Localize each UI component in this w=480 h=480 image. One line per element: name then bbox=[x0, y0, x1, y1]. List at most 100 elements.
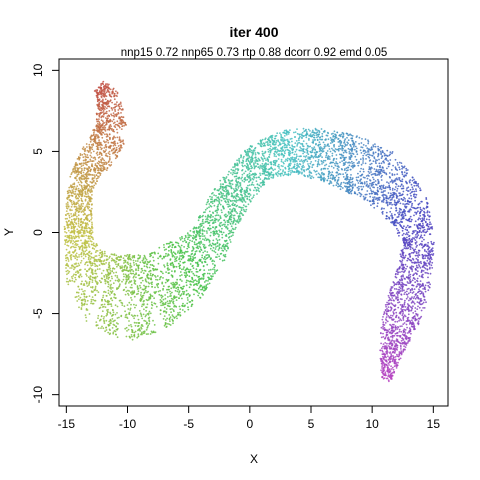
data-point bbox=[201, 220, 204, 223]
data-point bbox=[381, 211, 384, 214]
data-point bbox=[416, 266, 419, 269]
data-point bbox=[249, 200, 252, 203]
data-point bbox=[92, 143, 95, 145]
data-point bbox=[94, 279, 97, 281]
data-point bbox=[82, 164, 85, 167]
data-point bbox=[300, 142, 302, 145]
data-point bbox=[76, 215, 78, 218]
data-point bbox=[72, 242, 74, 245]
data-point bbox=[352, 161, 355, 164]
data-point bbox=[385, 217, 387, 220]
data-point bbox=[362, 144, 365, 146]
data-point bbox=[347, 178, 349, 181]
data-point bbox=[149, 312, 152, 315]
data-point bbox=[307, 157, 310, 160]
data-point bbox=[413, 324, 415, 327]
data-point bbox=[76, 173, 79, 176]
data-point bbox=[352, 153, 355, 156]
data-point bbox=[391, 286, 394, 288]
data-point bbox=[198, 292, 201, 295]
data-point bbox=[405, 338, 408, 341]
data-point bbox=[208, 203, 211, 205]
data-point bbox=[381, 213, 384, 215]
data-point bbox=[102, 164, 104, 166]
data-point bbox=[77, 214, 80, 217]
data-point bbox=[411, 261, 413, 264]
data-point bbox=[86, 264, 89, 267]
data-point bbox=[407, 257, 409, 260]
data-point bbox=[121, 125, 124, 127]
data-point bbox=[370, 162, 373, 165]
data-point bbox=[283, 139, 286, 142]
data-point bbox=[285, 133, 288, 136]
data-point bbox=[106, 138, 108, 141]
data-point bbox=[221, 245, 224, 248]
data-point bbox=[231, 208, 234, 211]
data-point bbox=[209, 247, 212, 250]
data-point bbox=[425, 301, 427, 304]
data-point bbox=[406, 288, 409, 290]
data-point bbox=[100, 256, 103, 258]
data-point bbox=[104, 98, 107, 101]
data-point bbox=[324, 178, 326, 180]
data-point bbox=[407, 231, 410, 234]
data-point bbox=[398, 161, 401, 164]
data-point bbox=[239, 183, 242, 186]
data-point bbox=[402, 275, 404, 278]
data-point bbox=[118, 285, 120, 288]
data-point bbox=[208, 255, 211, 258]
data-point bbox=[365, 193, 368, 196]
data-point bbox=[75, 295, 78, 298]
data-point bbox=[173, 286, 176, 289]
data-point bbox=[275, 139, 278, 142]
data-point bbox=[429, 221, 431, 224]
data-point bbox=[306, 147, 309, 150]
data-point bbox=[173, 256, 176, 258]
data-point bbox=[399, 311, 402, 314]
data-point bbox=[403, 236, 405, 239]
data-point bbox=[144, 260, 147, 263]
data-point bbox=[258, 152, 260, 155]
data-point bbox=[390, 314, 392, 317]
data-point bbox=[385, 319, 388, 322]
data-point bbox=[129, 309, 132, 311]
data-point bbox=[324, 145, 327, 148]
data-point bbox=[419, 286, 421, 289]
data-point bbox=[84, 209, 86, 212]
data-point bbox=[366, 190, 369, 192]
data-point bbox=[239, 217, 242, 220]
data-point bbox=[336, 180, 339, 183]
data-point bbox=[232, 171, 235, 174]
data-point bbox=[403, 340, 406, 343]
data-point bbox=[89, 150, 91, 152]
data-point bbox=[396, 221, 398, 224]
data-point bbox=[119, 103, 122, 105]
data-point bbox=[407, 190, 409, 192]
data-point bbox=[206, 254, 209, 256]
data-point bbox=[301, 171, 303, 174]
data-point bbox=[188, 294, 191, 297]
data-point bbox=[310, 161, 313, 163]
data-point bbox=[342, 132, 345, 135]
data-point bbox=[415, 241, 418, 243]
data-point bbox=[213, 194, 216, 197]
data-point bbox=[414, 261, 416, 263]
data-point bbox=[167, 285, 170, 288]
data-point bbox=[103, 147, 106, 149]
data-point bbox=[66, 277, 68, 280]
data-point bbox=[90, 252, 92, 255]
data-point bbox=[146, 260, 149, 263]
data-point bbox=[175, 306, 178, 308]
data-point bbox=[407, 313, 410, 316]
data-point bbox=[173, 285, 176, 287]
data-point bbox=[124, 273, 127, 276]
data-point bbox=[404, 245, 407, 248]
data-point bbox=[414, 248, 417, 251]
data-point bbox=[235, 179, 237, 182]
data-point bbox=[345, 132, 348, 135]
data-point bbox=[100, 116, 103, 119]
data-point bbox=[190, 280, 193, 283]
data-point bbox=[116, 120, 119, 123]
data-point bbox=[419, 189, 422, 192]
data-point bbox=[417, 256, 420, 258]
